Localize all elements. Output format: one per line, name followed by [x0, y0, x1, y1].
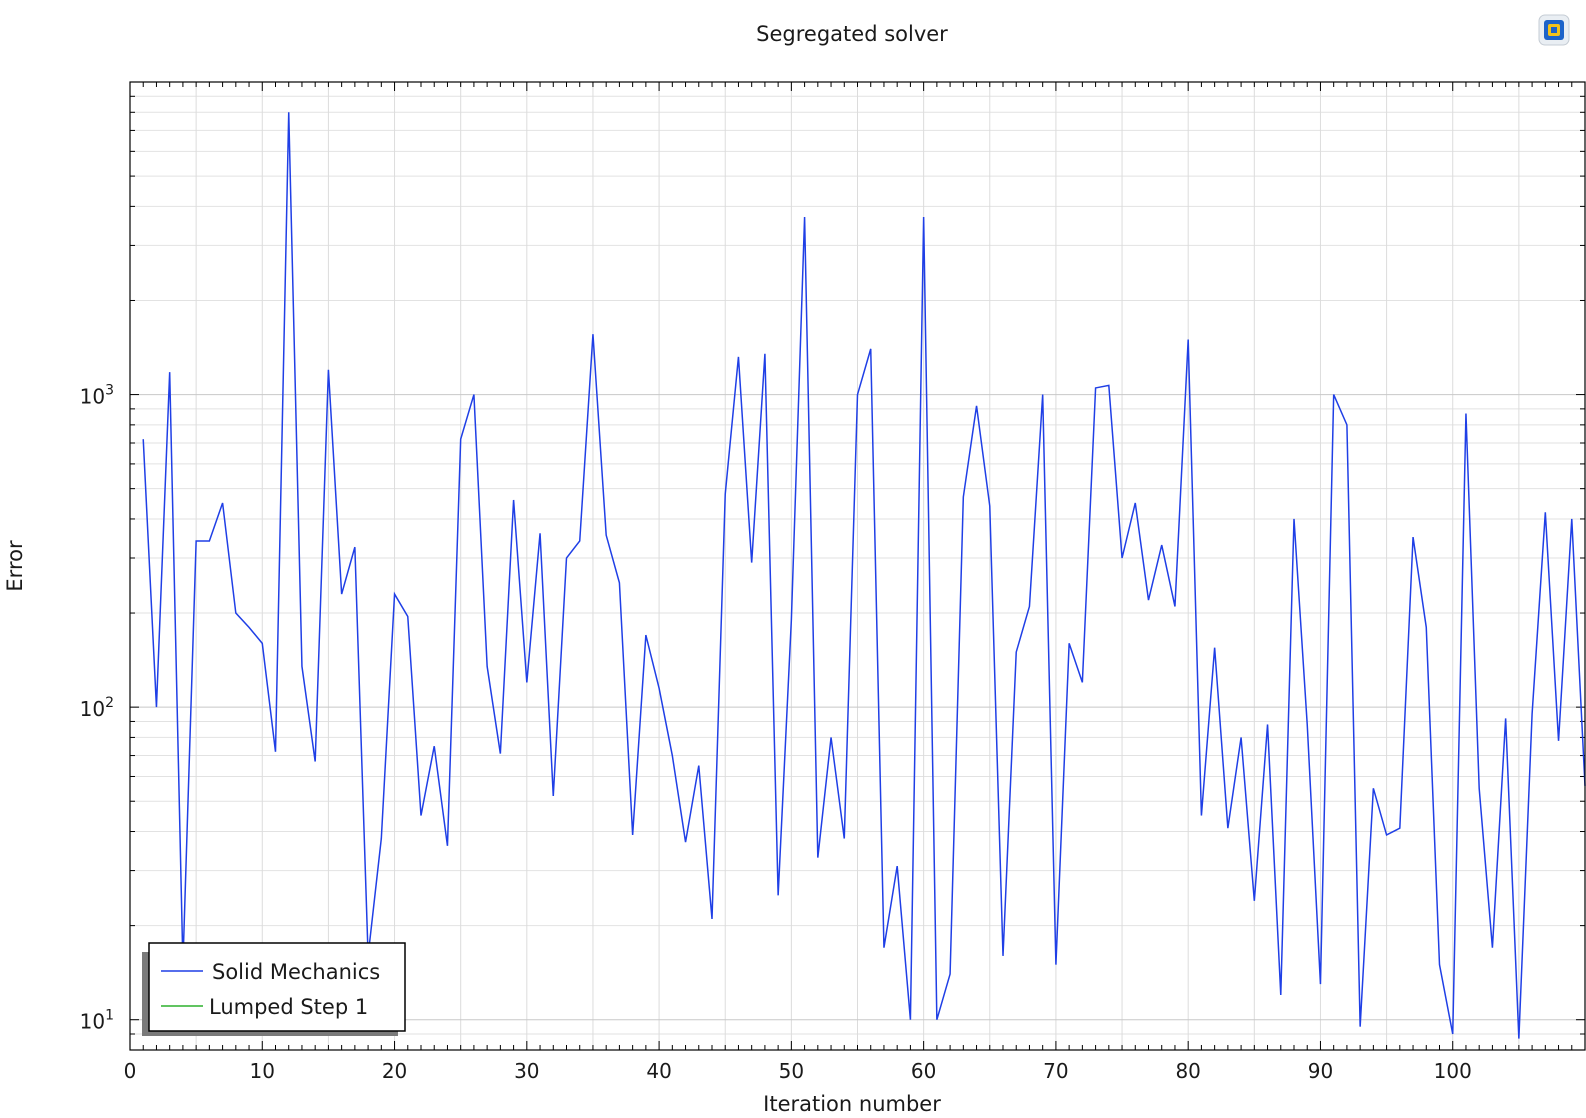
minor-ticks: [129, 81, 1586, 1051]
series-layer: [142, 112, 1586, 1039]
x-tick-labels: 0 10 20 30 40 50 60 70 80 90 100: [124, 1059, 1472, 1083]
series-line-solid-mechanics: [142, 112, 1586, 1039]
y-tick-label: 102: [80, 695, 114, 721]
x-tick-label: 30: [514, 1059, 539, 1083]
legend-box: [148, 942, 406, 1032]
legend-label-solid-mechanics: Solid Mechanics: [212, 960, 380, 984]
x-tick-label: 80: [1175, 1059, 1200, 1083]
x-tick-label: 60: [911, 1059, 936, 1083]
legend: Solid Mechanics Lumped Step 1: [142, 942, 406, 1036]
y-tick-label: 103: [80, 383, 114, 409]
plot-frame: [129, 81, 1586, 1051]
x-tick-label: 20: [382, 1059, 407, 1083]
chart-title: Segregated solver: [756, 22, 948, 46]
major-grid: [129, 81, 1586, 1050]
x-tick-label: 90: [1308, 1059, 1333, 1083]
legend-label-lumped-step-1: Lumped Step 1: [209, 995, 368, 1019]
x-tick-label: 0: [124, 1059, 137, 1083]
y-axis-label: Error: [3, 540, 27, 592]
x-tick-label: 100: [1434, 1059, 1472, 1083]
y-tick-labels: 101 102 103: [80, 383, 114, 1034]
x-tick-label: 50: [779, 1059, 804, 1083]
x-tick-label: 10: [250, 1059, 275, 1083]
comsol-logo-icon: [1538, 14, 1570, 46]
y-tick-label: 101: [80, 1008, 114, 1034]
x-axis-label: Iteration number: [763, 1092, 941, 1116]
x-tick-label: 40: [646, 1059, 671, 1083]
x-tick-label: 70: [1043, 1059, 1068, 1083]
